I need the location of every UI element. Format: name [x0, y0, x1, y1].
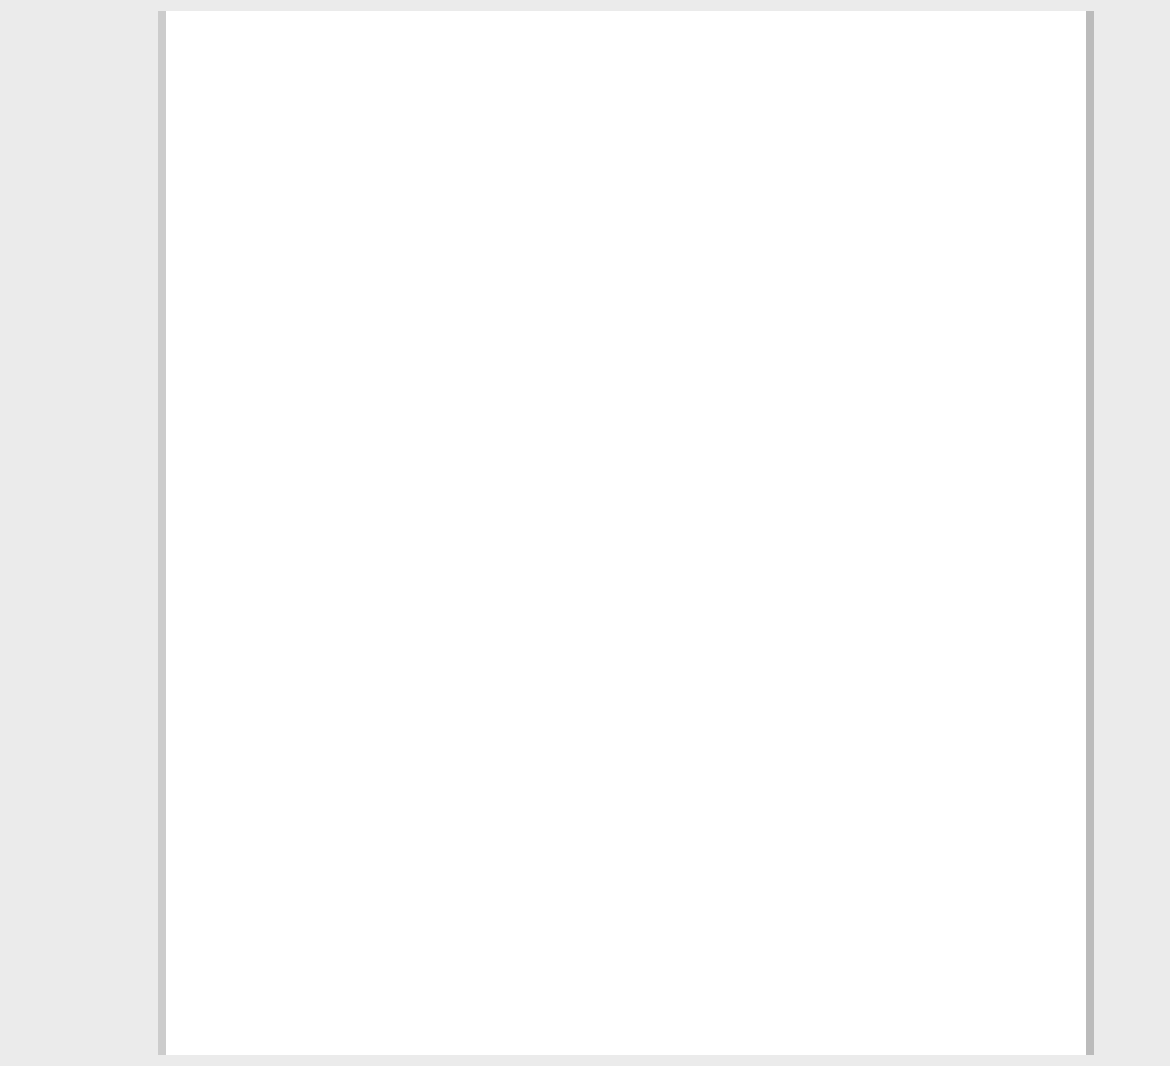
- Text: open downward?: open downward?: [202, 277, 745, 339]
- Text: Multiply the  $x^2$  by a fraction: Multiply the $x^2$ by a fraction: [254, 471, 860, 522]
- Text: graph of $y = x^2$ to: graph of $y = x^2$ to: [202, 177, 762, 252]
- Text: greater than 1: greater than 1: [274, 787, 574, 828]
- Text: Multiply the  $x^2$  by a number: Multiply the $x^2$ by a number: [254, 702, 866, 754]
- Text: Multiply the  $x^2$  by a negative: Multiply the $x^2$ by a negative: [254, 596, 883, 647]
- Text: Multiply the  $x^2$  by a decimal: Multiply the $x^2$ by a decimal: [254, 941, 863, 992]
- Text: What causes the: What causes the: [202, 90, 736, 151]
